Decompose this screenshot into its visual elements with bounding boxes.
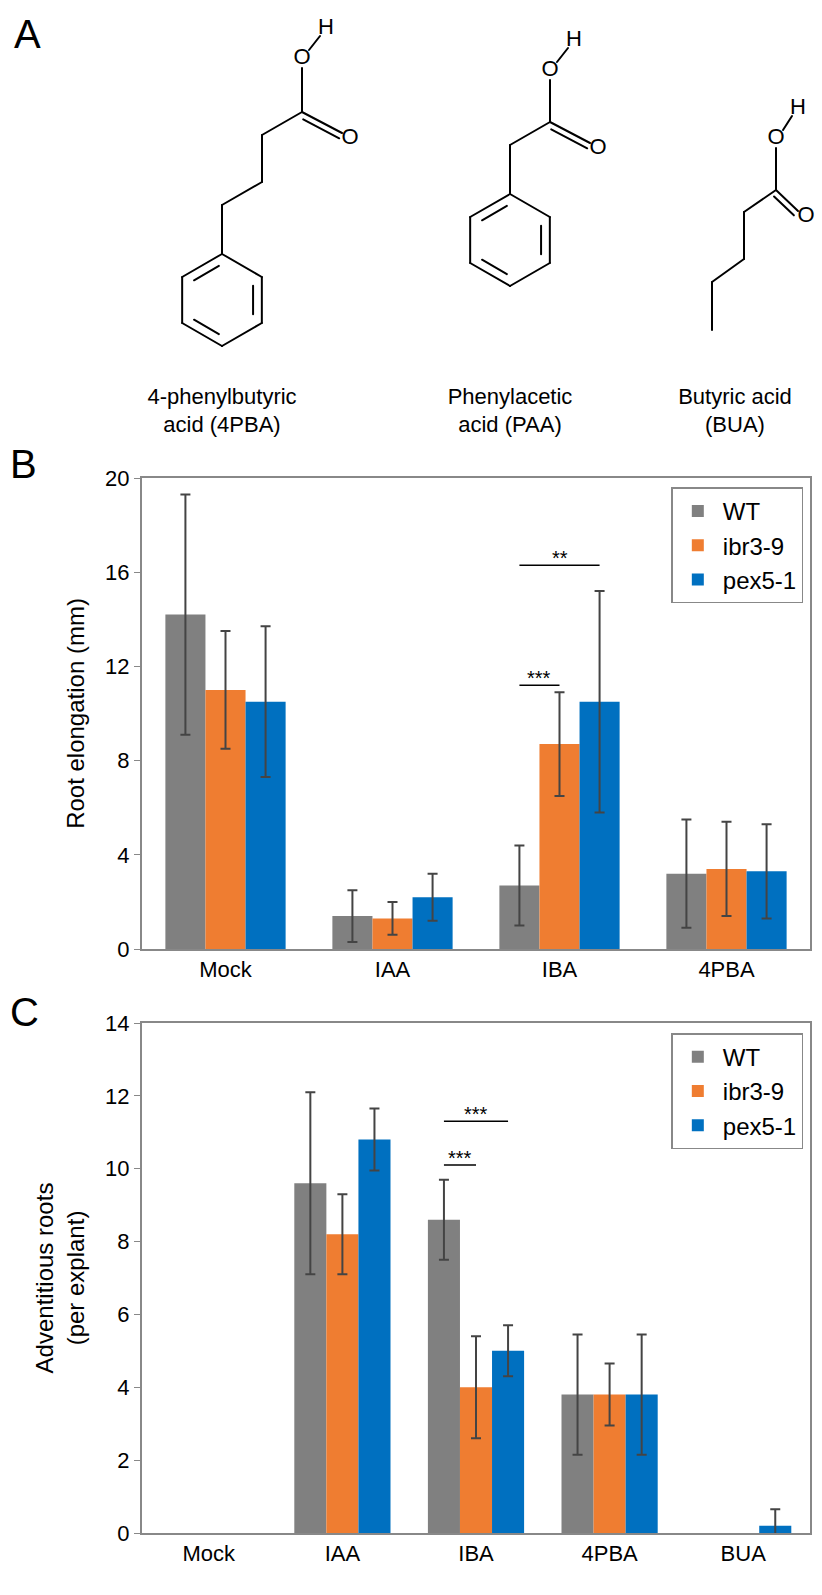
svg-text:BUA: BUA (721, 1541, 767, 1566)
svg-text:ibr3-9: ibr3-9 (723, 1078, 784, 1105)
svg-text:***: *** (464, 1103, 488, 1125)
svg-text:ibr3-9: ibr3-9 (723, 533, 784, 560)
svg-text:12: 12 (105, 654, 129, 679)
svg-text:Adventitious roots(per explant: Adventitious roots(per explant) (31, 1183, 89, 1374)
svg-text:IAA: IAA (325, 1541, 361, 1566)
svg-text:O: O (293, 44, 310, 69)
svg-text:O: O (767, 124, 784, 149)
svg-text:O: O (341, 124, 358, 149)
svg-text:IBA: IBA (458, 1541, 494, 1566)
svg-text:Mock: Mock (199, 957, 253, 982)
svg-text:Phenylacetic: Phenylacetic (448, 384, 573, 409)
svg-text:4: 4 (117, 1375, 129, 1400)
svg-text:O: O (797, 202, 814, 227)
svg-text:O: O (541, 56, 558, 81)
svg-text:(BUA): (BUA) (705, 412, 765, 437)
svg-text:Mock: Mock (183, 1541, 237, 1566)
svg-text:acid (PAA): acid (PAA) (458, 412, 562, 437)
svg-text:pex5-1: pex5-1 (723, 1113, 796, 1140)
svg-text:0: 0 (117, 937, 129, 962)
svg-text:Root elongation (mm): Root elongation (mm) (62, 598, 89, 829)
svg-text:20: 20 (105, 466, 129, 491)
svg-text:0: 0 (117, 1521, 129, 1546)
html-text:C: C (10, 990, 39, 1034)
svg-text:H: H (790, 94, 806, 119)
svg-text:4-phenylbutyric: 4-phenylbutyric (147, 384, 296, 409)
svg-text:**: ** (552, 547, 568, 569)
svg-text:10: 10 (105, 1156, 129, 1181)
svg-text:WT: WT (723, 1044, 761, 1071)
svg-text:H: H (566, 26, 582, 51)
svg-text:4: 4 (117, 843, 129, 868)
svg-text:8: 8 (117, 748, 129, 773)
svg-text:O: O (589, 134, 606, 159)
svg-text:H: H (318, 14, 334, 39)
svg-text:8: 8 (117, 1229, 129, 1254)
svg-text:Butyric acid: Butyric acid (678, 384, 792, 409)
svg-text:WT: WT (723, 498, 761, 525)
svg-text:16: 16 (105, 560, 129, 585)
svg-text:pex5-1: pex5-1 (723, 567, 796, 594)
svg-text:6: 6 (117, 1302, 129, 1327)
svg-text:***: *** (448, 1147, 472, 1169)
svg-text:acid (4PBA): acid (4PBA) (163, 412, 280, 437)
svg-text:IBA: IBA (542, 957, 578, 982)
svg-text:***: *** (527, 667, 551, 689)
svg-text:12: 12 (105, 1084, 129, 1109)
svg-text:IAA: IAA (375, 957, 411, 982)
html-text:B: B (10, 442, 37, 486)
svg-text:4PBA: 4PBA (581, 1541, 638, 1566)
svg-text:14: 14 (105, 1011, 129, 1036)
svg-text:4PBA: 4PBA (698, 957, 755, 982)
svg-text:2: 2 (117, 1448, 129, 1473)
html-text:A: A (14, 12, 41, 56)
